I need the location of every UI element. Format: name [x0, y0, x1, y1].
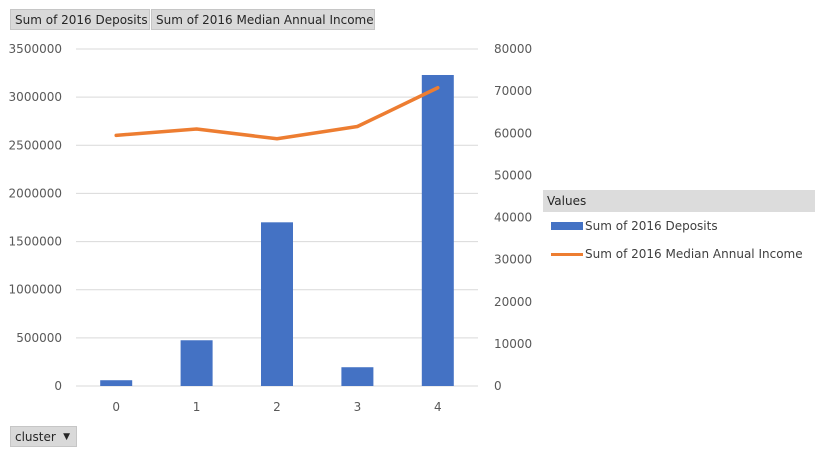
- left-tick-label: 500000: [16, 331, 62, 345]
- x-tick-label: 1: [193, 400, 201, 414]
- legend-swatch-bar: [551, 222, 583, 230]
- cluster-axis-field-button[interactable]: cluster ▼: [10, 426, 77, 447]
- left-tick-label: 3500000: [9, 42, 62, 56]
- left-tick-label: 3000000: [9, 90, 62, 104]
- right-tick-label: 70000: [494, 84, 532, 98]
- right-tick-label: 0: [494, 379, 502, 393]
- legend-item-deposits[interactable]: Sum of 2016 Deposits: [543, 212, 815, 240]
- right-tick-label: 50000: [494, 168, 532, 182]
- right-axis: 0 10000 20000 30000 40000 50000 60000 70000 8000…: [494, 42, 532, 393]
- dropdown-arrow-icon: ▼: [63, 432, 70, 442]
- bar: [100, 380, 133, 386]
- x-axis: 0 1 2 3 4: [112, 400, 441, 414]
- left-tick-label: 0: [54, 379, 62, 393]
- bar: [261, 222, 293, 386]
- legend-title: Values: [543, 190, 815, 212]
- right-tick-label: 80000: [494, 42, 532, 56]
- bar: [341, 367, 374, 386]
- left-axis: 0 500000 1000000 1500000 2000000 2500000 30000…: [9, 42, 62, 393]
- legend-swatch-line: [551, 253, 583, 256]
- bar: [180, 340, 213, 386]
- line-series: [114, 86, 440, 141]
- right-tick-label: 20000: [494, 295, 532, 309]
- bar: [421, 74, 454, 387]
- x-tick-label: 0: [112, 400, 120, 414]
- right-tick-label: 60000: [494, 126, 532, 140]
- x-tick-label: 3: [354, 400, 362, 414]
- legend-item-income[interactable]: Sum of 2016 Median Annual Income: [543, 240, 815, 268]
- bar-series: [100, 74, 454, 387]
- legend: Values Sum of 2016 Deposits Sum of 2016 …: [543, 190, 815, 268]
- x-tick-label: 2: [273, 400, 281, 414]
- right-tick-label: 40000: [494, 211, 532, 225]
- legend-label-income: Sum of 2016 Median Annual Income: [585, 247, 803, 261]
- left-tick-label: 1000000: [9, 283, 62, 297]
- x-tick-label: 4: [434, 400, 442, 414]
- legend-label-deposits: Sum of 2016 Deposits: [585, 219, 718, 233]
- left-tick-label: 1500000: [9, 235, 62, 249]
- income-line: [114, 86, 440, 141]
- field-button-deposits[interactable]: Sum of 2016 Deposits: [10, 9, 150, 30]
- right-tick-label: 10000: [494, 337, 532, 351]
- cluster-label: cluster: [15, 430, 56, 444]
- right-tick-label: 30000: [494, 253, 532, 267]
- field-button-income[interactable]: Sum of 2016 Median Annual Income: [151, 9, 375, 30]
- left-tick-label: 2500000: [9, 138, 62, 152]
- left-tick-label: 2000000: [9, 186, 62, 200]
